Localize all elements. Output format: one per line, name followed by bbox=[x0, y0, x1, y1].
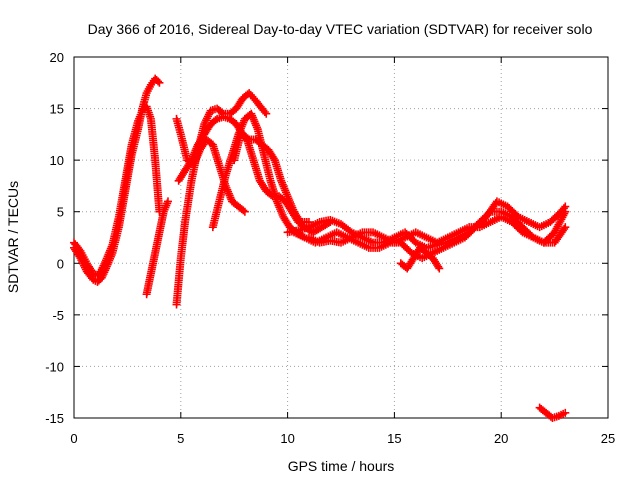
plot-frame bbox=[73, 56, 609, 419]
data-point bbox=[97, 265, 106, 274]
data-point bbox=[100, 259, 109, 268]
series-arc-b bbox=[70, 102, 164, 280]
y-tick-label: -15 bbox=[45, 411, 64, 426]
y-tick-label: 15 bbox=[50, 102, 64, 117]
data-point bbox=[561, 408, 570, 417]
series-arc-h bbox=[230, 130, 335, 237]
y-tick-label: -5 bbox=[52, 308, 64, 323]
chart-title: Day 366 of 2016, Sidereal Day-to-day VTE… bbox=[88, 21, 593, 37]
data-point bbox=[435, 264, 444, 273]
series-arc-d bbox=[172, 89, 271, 309]
data-point bbox=[154, 77, 163, 86]
data-point bbox=[260, 108, 269, 117]
data-points bbox=[70, 74, 570, 422]
data-point bbox=[97, 273, 106, 282]
data-point bbox=[240, 207, 249, 216]
y-tick-label: 0 bbox=[57, 256, 64, 271]
data-point bbox=[267, 190, 276, 199]
data-point bbox=[163, 197, 172, 206]
y-axis: -15 -10 -5 0 5 10 15 20 bbox=[45, 50, 608, 426]
data-point bbox=[561, 223, 570, 232]
x-tick-label: 10 bbox=[280, 431, 294, 446]
y-axis-label: SDTVAR / TECUs bbox=[5, 181, 21, 293]
x-tick-label: 5 bbox=[177, 431, 184, 446]
data-point bbox=[269, 154, 278, 163]
series-arc-l bbox=[396, 243, 444, 273]
data-point bbox=[99, 261, 108, 270]
x-axis-label: GPS time / hours bbox=[288, 458, 395, 474]
data-point bbox=[239, 206, 248, 215]
x-tick-label: 15 bbox=[387, 431, 401, 446]
y-tick-label: -10 bbox=[45, 359, 64, 374]
data-point bbox=[559, 204, 568, 213]
data-point bbox=[98, 263, 107, 272]
x-axis: 0 5 10 15 20 25 bbox=[70, 57, 615, 446]
series-arc-m bbox=[535, 403, 570, 422]
data-point bbox=[561, 202, 570, 211]
y-tick-label: 20 bbox=[50, 50, 64, 65]
data-point bbox=[560, 224, 569, 233]
data-point bbox=[262, 109, 271, 118]
data-point bbox=[101, 258, 110, 267]
data-point bbox=[434, 262, 443, 271]
y-tick-label: 5 bbox=[57, 205, 64, 220]
x-tick-label: 25 bbox=[601, 431, 615, 446]
series-arc-c bbox=[142, 197, 172, 299]
y-tick-label: 10 bbox=[50, 153, 64, 168]
x-tick-label: 20 bbox=[494, 431, 508, 446]
data-point bbox=[155, 78, 164, 87]
series-arc-k bbox=[304, 212, 570, 247]
x-tick-label: 0 bbox=[70, 431, 77, 446]
